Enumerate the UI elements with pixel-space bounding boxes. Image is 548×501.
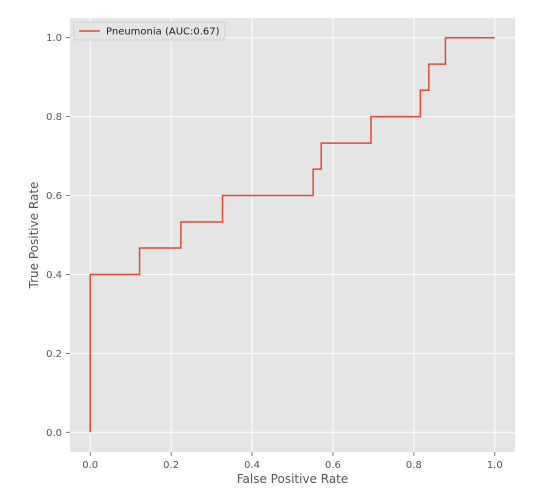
y-axis-ticks: 0.0 0.2 0.4 0.6 0.8 1.0 bbox=[46, 33, 70, 439]
y-tick-label: 0.8 bbox=[46, 112, 62, 123]
y-tick-label: 0.2 bbox=[46, 349, 62, 360]
series-layer bbox=[89, 36, 495, 433]
legend-box bbox=[73, 21, 226, 41]
y-tick-label: 0.4 bbox=[46, 270, 62, 281]
x-tick-label: 1.0 bbox=[487, 460, 503, 471]
x-tick-label: 0.6 bbox=[325, 460, 341, 471]
y-tick-label: 1.0 bbox=[46, 33, 62, 44]
y-tick-label: 0.6 bbox=[46, 191, 62, 202]
plot-background bbox=[70, 18, 515, 452]
x-tick-label: 0.2 bbox=[163, 460, 179, 471]
x-tick-label: 0.0 bbox=[82, 460, 98, 471]
series-line bbox=[89, 36, 495, 433]
legend: Pneumonia (AUC:0.67) bbox=[73, 21, 226, 41]
legend-entry-text: Pneumonia (AUC:0.67) bbox=[106, 27, 220, 38]
x-tick-label: 0.4 bbox=[244, 460, 260, 471]
x-axis-label: False Positive Rate bbox=[237, 472, 349, 486]
y-axis-label: True Positive Rate bbox=[27, 182, 41, 290]
x-axis-ticks: 0.0 0.2 0.4 0.6 0.8 1.0 bbox=[82, 452, 503, 471]
y-tick-label: 0.0 bbox=[46, 428, 62, 439]
x-tick-label: 0.8 bbox=[406, 460, 422, 471]
